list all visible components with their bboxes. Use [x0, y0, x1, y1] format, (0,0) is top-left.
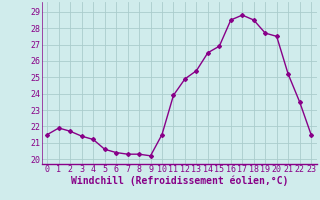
- X-axis label: Windchill (Refroidissement éolien,°C): Windchill (Refroidissement éolien,°C): [70, 176, 288, 186]
